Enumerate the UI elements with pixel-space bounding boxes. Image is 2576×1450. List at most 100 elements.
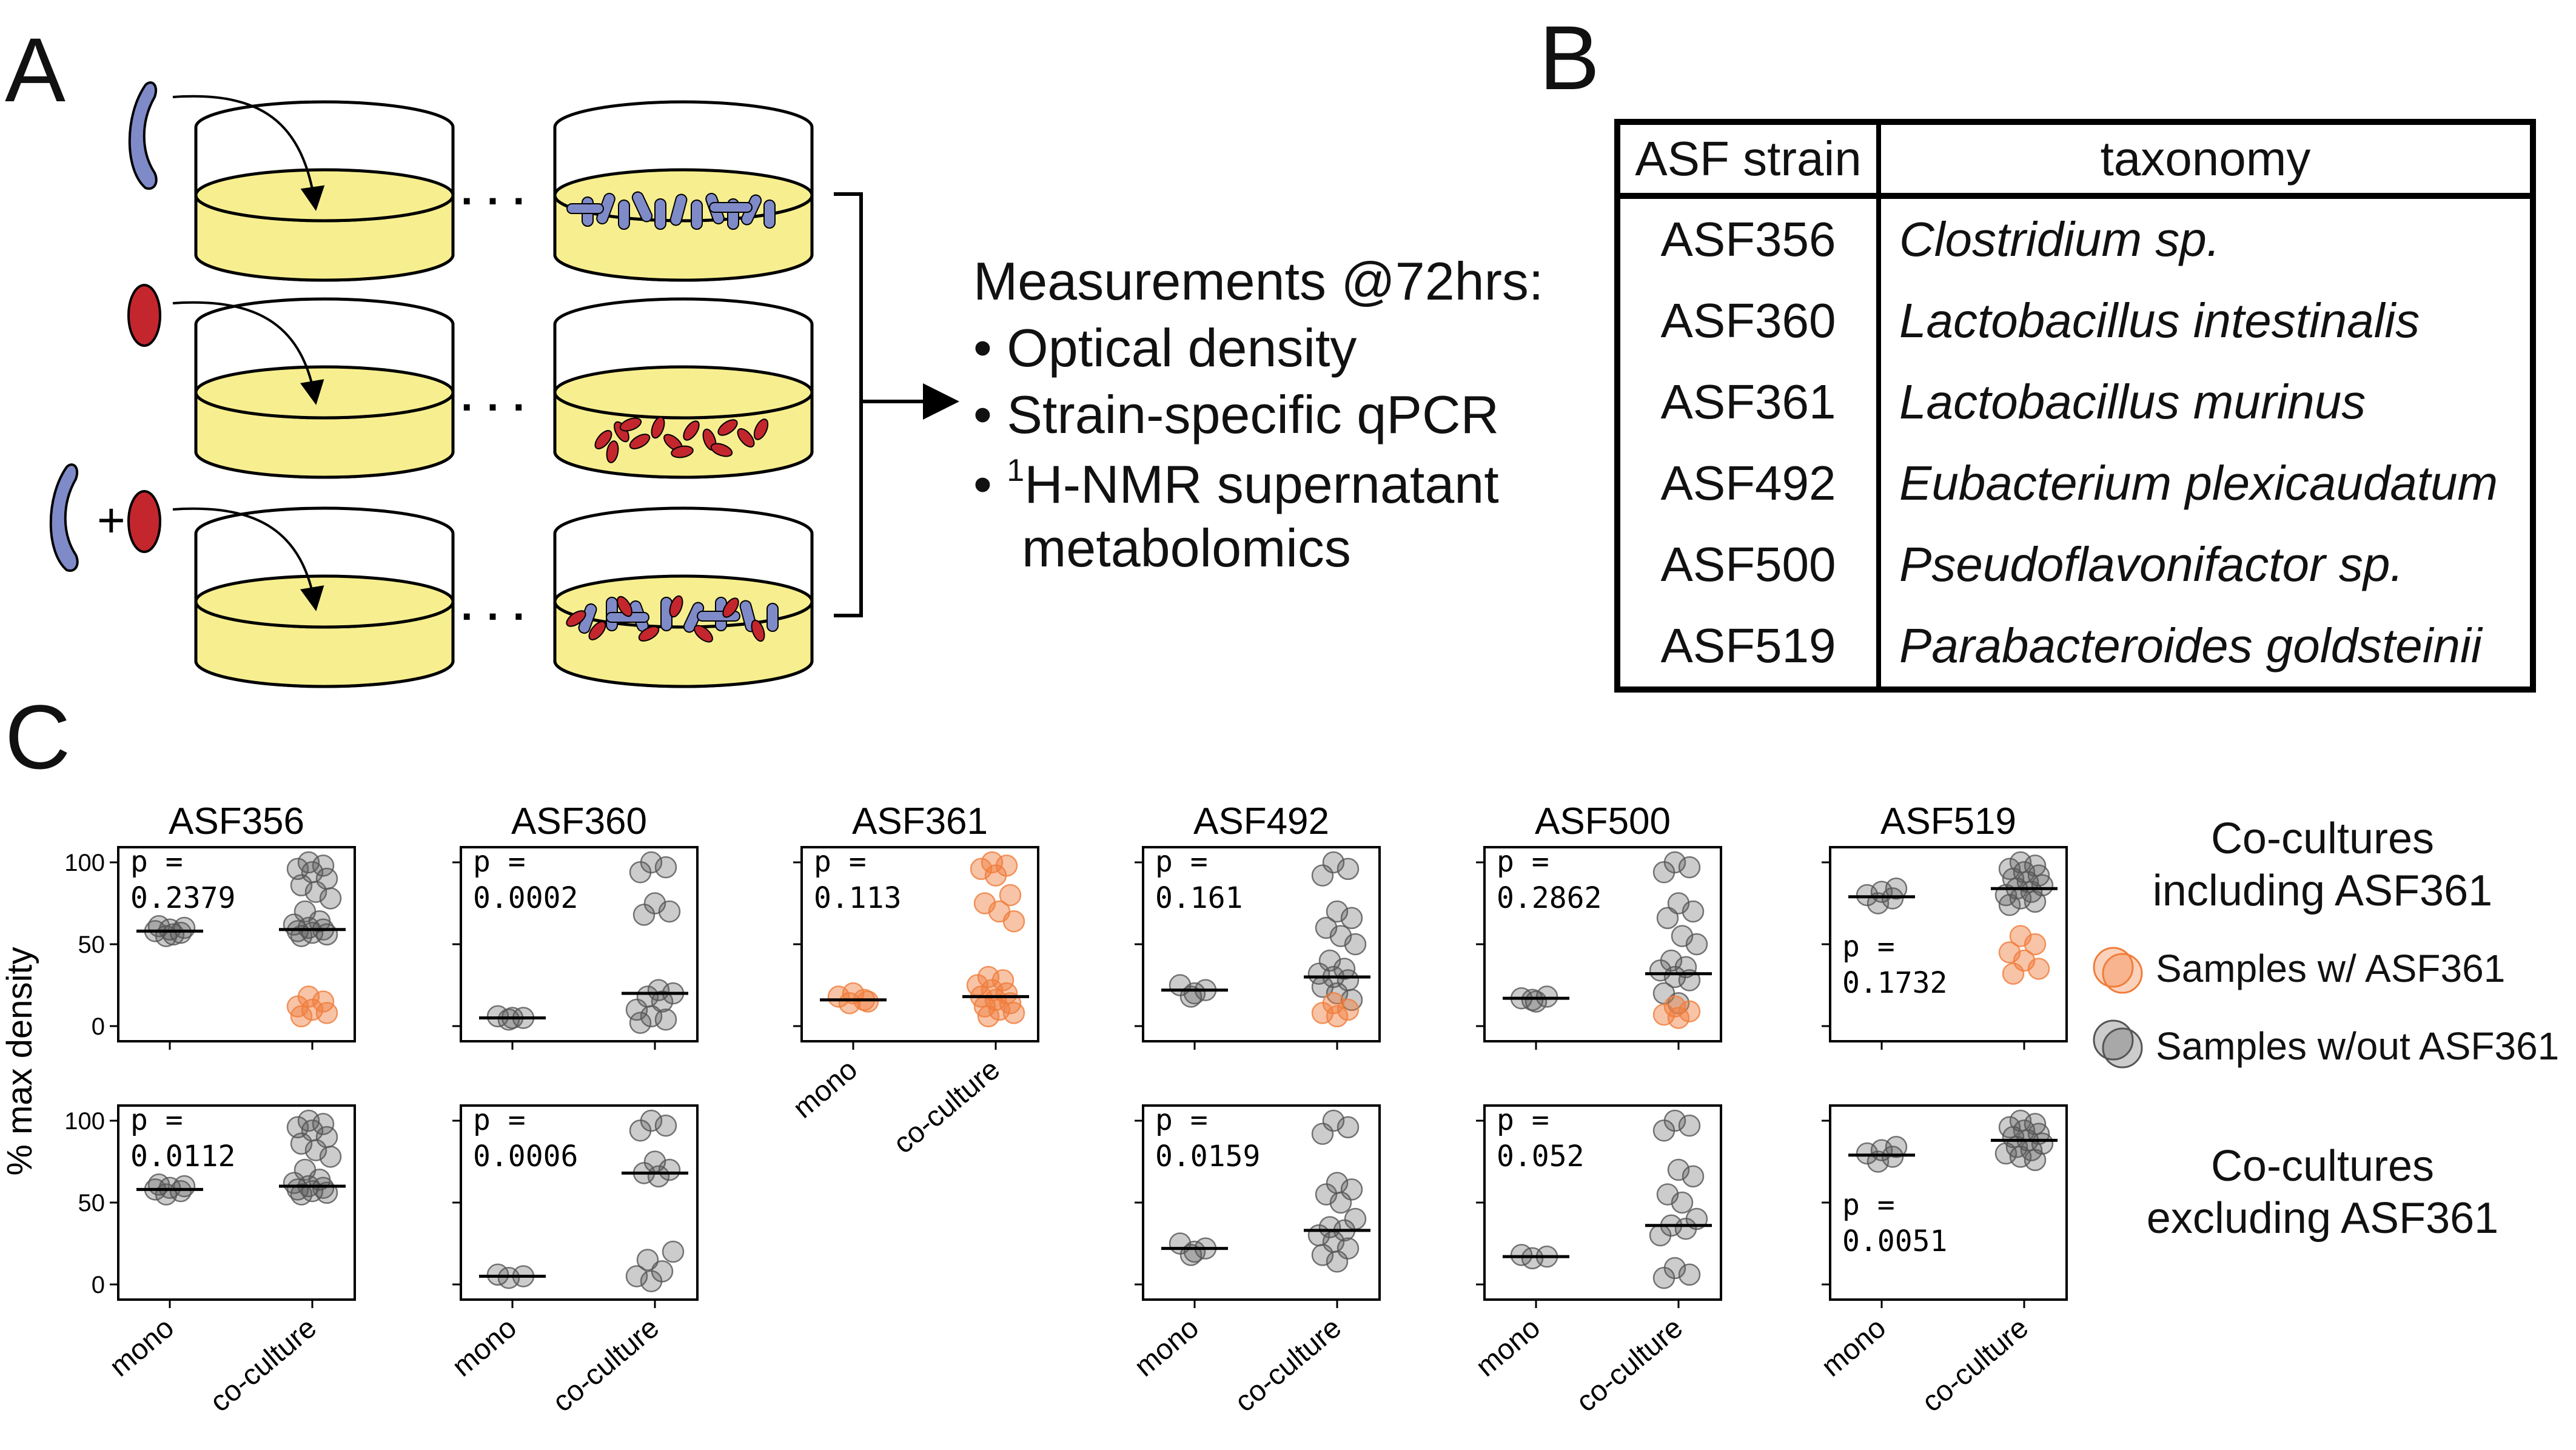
data-point bbox=[1652, 861, 1675, 884]
blue-bacterium-icon bbox=[128, 81, 158, 190]
p-value: 0.0159 bbox=[1155, 1140, 1260, 1173]
data-point bbox=[1311, 864, 1334, 887]
data-point bbox=[319, 1146, 342, 1168]
taxonomy-cell: Pseudoflavonifactor sp. bbox=[1899, 537, 2404, 591]
x-tick-label: co-culture bbox=[204, 1312, 323, 1418]
subplot-frame bbox=[1142, 846, 1381, 1042]
data-point bbox=[658, 900, 681, 923]
data-point bbox=[999, 884, 1022, 907]
measurement-item: metabolomics bbox=[1022, 522, 1351, 575]
p-label: p = bbox=[1842, 930, 1895, 964]
data-point bbox=[1311, 1123, 1334, 1145]
p-value: 0.2379 bbox=[130, 881, 235, 915]
x-tick-label: co-culture bbox=[547, 1312, 666, 1418]
culture-schematic: + · · · · · · · · · bbox=[49, 81, 959, 728]
dish-inoculation-1 bbox=[196, 102, 453, 280]
measurement-label: Optical density bbox=[1007, 318, 1357, 378]
table-row: ASF360 Lactobacillus intestinalis bbox=[1617, 280, 2533, 361]
data-point bbox=[1649, 959, 1672, 982]
panel-label-c: C bbox=[5, 686, 71, 788]
p-label: p = bbox=[130, 845, 183, 879]
p-label: p = bbox=[1155, 1103, 1208, 1137]
p-label: p = bbox=[1155, 845, 1208, 879]
asf-taxonomy-table: ASF strain taxonomy ASF356 Clostridium sp… bbox=[1614, 119, 2536, 693]
dish-culture-3 bbox=[555, 508, 812, 686]
data-point bbox=[319, 887, 342, 910]
dish-culture-1 bbox=[555, 102, 812, 280]
measurement-item: • Strain-specific qPCR bbox=[973, 388, 1499, 441]
p-value: 0.0006 bbox=[473, 1140, 578, 1173]
x-tick-label: mono bbox=[1470, 1312, 1546, 1383]
data-point bbox=[2024, 933, 2047, 956]
subplot-title: ASF356 bbox=[169, 801, 304, 842]
data-point bbox=[1510, 1244, 1533, 1266]
data-point bbox=[1649, 1224, 1672, 1247]
p-value: 0.0112 bbox=[130, 1140, 235, 1173]
data-point bbox=[1337, 1116, 1360, 1139]
subplot-title: ASF500 bbox=[1535, 801, 1671, 842]
data-point bbox=[1002, 1002, 1025, 1024]
data-point bbox=[984, 864, 1007, 887]
data-point bbox=[162, 923, 185, 946]
data-point bbox=[290, 1132, 313, 1155]
measurement-label: H-NMR supernatant bbox=[1024, 454, 1499, 514]
measurement-item: • 1H-NMR supernatant bbox=[973, 455, 1499, 511]
subplot-title: ASF361 bbox=[852, 801, 988, 842]
data-point bbox=[1885, 877, 1908, 900]
data-point bbox=[662, 1240, 685, 1263]
measurement-label: metabolomics bbox=[1022, 518, 1351, 578]
taxonomy-cell: Clostridium sp. bbox=[1899, 212, 2221, 266]
data-point bbox=[1337, 858, 1360, 881]
subplot-title: ASF492 bbox=[1193, 801, 1329, 842]
data-point bbox=[315, 923, 338, 946]
data-point bbox=[2031, 1132, 2054, 1155]
p-label: p = bbox=[130, 1103, 183, 1137]
data-point bbox=[625, 1265, 648, 1287]
data-point bbox=[1524, 990, 1548, 1013]
p-value: 0.0051 bbox=[1842, 1224, 1947, 1258]
row-label-text: Co-cultures including ASF361 bbox=[2152, 814, 2493, 916]
data-point bbox=[2002, 962, 2025, 985]
data-point bbox=[1183, 1240, 1206, 1263]
data-point bbox=[2024, 890, 2047, 913]
data-point bbox=[315, 1002, 338, 1024]
y-tick-label: 50 bbox=[78, 1190, 106, 1217]
p-value: 0.1732 bbox=[1842, 966, 1947, 1000]
x-tick-label: co-culture bbox=[1571, 1312, 1689, 1418]
x-tick-label: mono bbox=[1129, 1312, 1205, 1383]
row-label-including: Co-cultures including ASF361 bbox=[2110, 813, 2535, 918]
subplot-frame bbox=[117, 1104, 356, 1301]
subplot-frame bbox=[1483, 846, 1722, 1042]
p-value: 0.113 bbox=[814, 881, 902, 915]
dish-inoculation-2 bbox=[196, 299, 453, 477]
p-label: p = bbox=[473, 845, 526, 879]
mixed-bacteria-growth bbox=[566, 595, 779, 643]
strain-cell: ASF356 bbox=[1617, 196, 1881, 280]
measurement-item: • Optical density bbox=[973, 321, 1357, 375]
x-tick-label: mono bbox=[1816, 1312, 1892, 1383]
y-tick-label: 100 bbox=[64, 850, 105, 876]
data-point bbox=[1340, 907, 1363, 930]
taxonomy-cell: Lactobacillus murinus bbox=[1899, 375, 2366, 429]
data-point bbox=[2027, 958, 2050, 980]
header-taxonomy: taxonomy bbox=[1879, 122, 2533, 199]
measurement-label: Strain-specific qPCR bbox=[1007, 384, 1500, 445]
data-point bbox=[173, 1175, 196, 1198]
subplot-frame bbox=[1829, 1104, 2068, 1301]
data-point bbox=[1674, 1217, 1697, 1240]
x-tick-label: mono bbox=[446, 1312, 523, 1383]
table-header-row: ASF strain taxonomy bbox=[1617, 122, 2533, 199]
data-point bbox=[2031, 874, 2054, 897]
p-label: p = bbox=[1842, 1188, 1895, 1222]
table-row: ASF361 Lactobacillus murinus bbox=[1617, 361, 2533, 443]
data-point bbox=[658, 1158, 681, 1181]
data-point bbox=[1656, 907, 1679, 930]
subplot-frame bbox=[460, 1104, 699, 1301]
legend-markers bbox=[2093, 947, 2143, 1069]
data-point bbox=[1002, 910, 1025, 933]
data-point bbox=[147, 1173, 170, 1196]
co-inoculum-icon bbox=[49, 463, 161, 572]
data-point bbox=[647, 1165, 670, 1188]
strain-cell: ASF360 bbox=[1617, 280, 1881, 361]
data-point bbox=[632, 904, 656, 926]
